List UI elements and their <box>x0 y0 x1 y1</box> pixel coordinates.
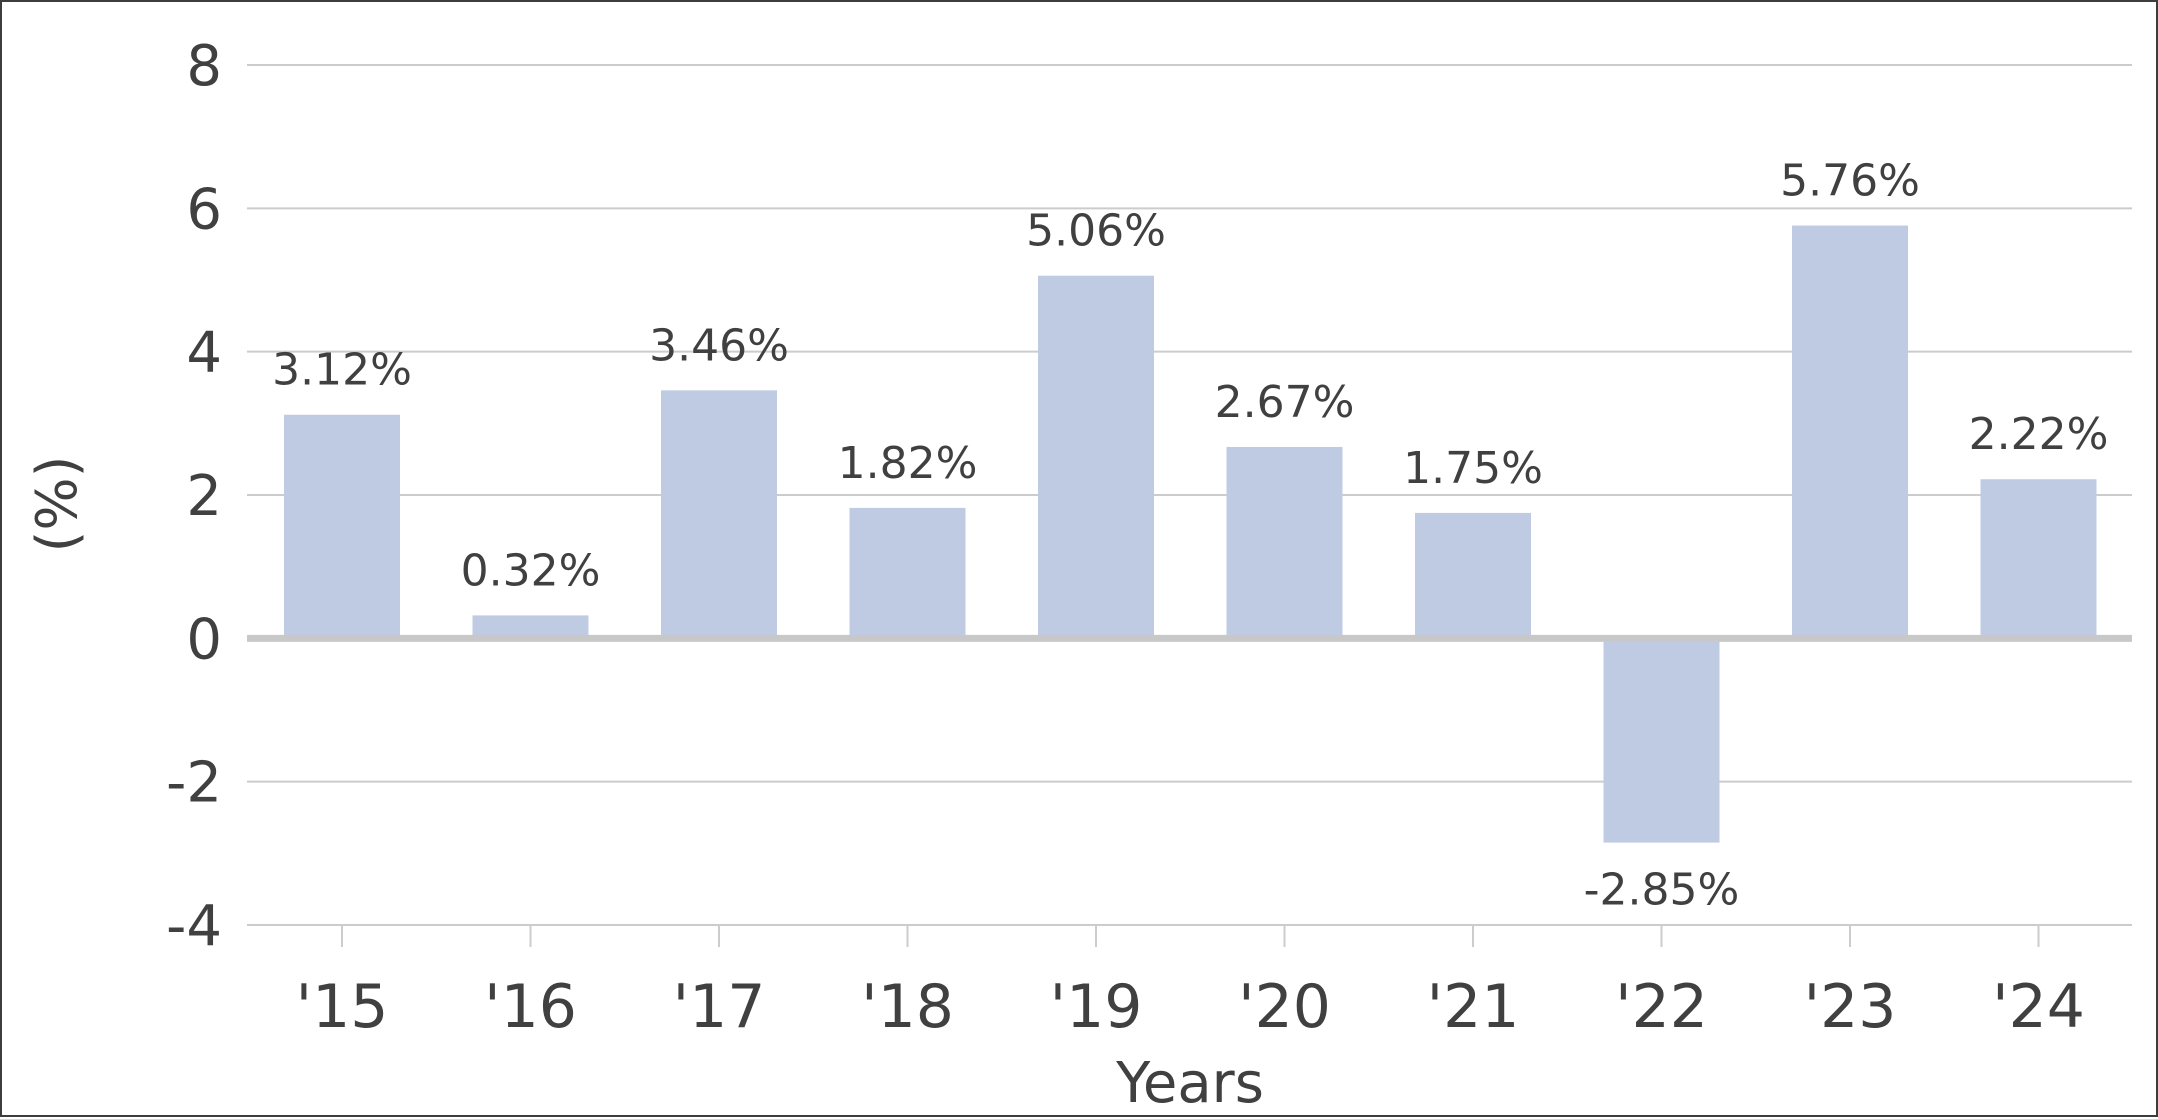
y-tick-label: 0 <box>186 607 222 672</box>
data-label: 1.82% <box>838 438 978 489</box>
y-tick-label: 2 <box>186 464 222 529</box>
x-tick-label: '18 <box>861 972 954 1042</box>
data-label: 5.76% <box>1780 156 1920 207</box>
bar <box>472 615 589 639</box>
x-tick-label: '24 <box>1992 972 2085 1042</box>
bar <box>1980 479 2097 639</box>
bar <box>1226 446 1343 639</box>
y-tick-label: -4 <box>166 894 222 959</box>
y-tick-label: 6 <box>186 177 222 242</box>
bar <box>1603 638 1720 843</box>
y-axis-ticks: 8 6 4 2 0 -2 -4 <box>166 34 222 959</box>
bar <box>1038 275 1154 639</box>
bar <box>849 507 966 639</box>
x-tick-label: '22 <box>1615 972 1708 1042</box>
x-tick-label: '19 <box>1050 972 1143 1042</box>
x-tick-label: '21 <box>1427 972 1520 1042</box>
x-axis-ticks: '15 '16 '17 '18 '19 '20 '21 '22 '23 '24 <box>296 925 2085 1042</box>
data-label: -2.85% <box>1584 865 1740 916</box>
data-label: 2.67% <box>1215 377 1355 428</box>
bars <box>284 225 2097 843</box>
bar <box>661 390 777 639</box>
data-label: 3.12% <box>272 345 412 396</box>
x-tick-label: '15 <box>296 972 389 1042</box>
y-tick-label: 4 <box>186 321 222 386</box>
data-label: 3.46% <box>649 320 789 371</box>
bar <box>284 414 400 639</box>
data-label: 5.06% <box>1026 206 1166 257</box>
bar <box>1415 512 1531 639</box>
x-tick-label: '20 <box>1238 972 1331 1042</box>
data-label: 1.75% <box>1403 443 1543 494</box>
gridlines <box>247 64 2132 926</box>
x-tick-label: '23 <box>1804 972 1897 1042</box>
data-label: 2.22% <box>1969 409 2109 460</box>
x-tick-label: '17 <box>673 972 766 1042</box>
x-tick-label: '16 <box>484 972 577 1042</box>
x-axis-title: Years <box>1115 1051 1264 1116</box>
y-tick-label: -2 <box>166 751 222 816</box>
data-label: 0.32% <box>461 545 601 596</box>
bar <box>1792 225 1908 639</box>
y-tick-label: 8 <box>186 34 222 99</box>
data-labels: 3.12% 0.32% 3.46% 1.82% 5.06% 2.67% 1.75% -2.85… <box>272 156 2108 916</box>
y-axis-title: (%) <box>25 456 90 553</box>
